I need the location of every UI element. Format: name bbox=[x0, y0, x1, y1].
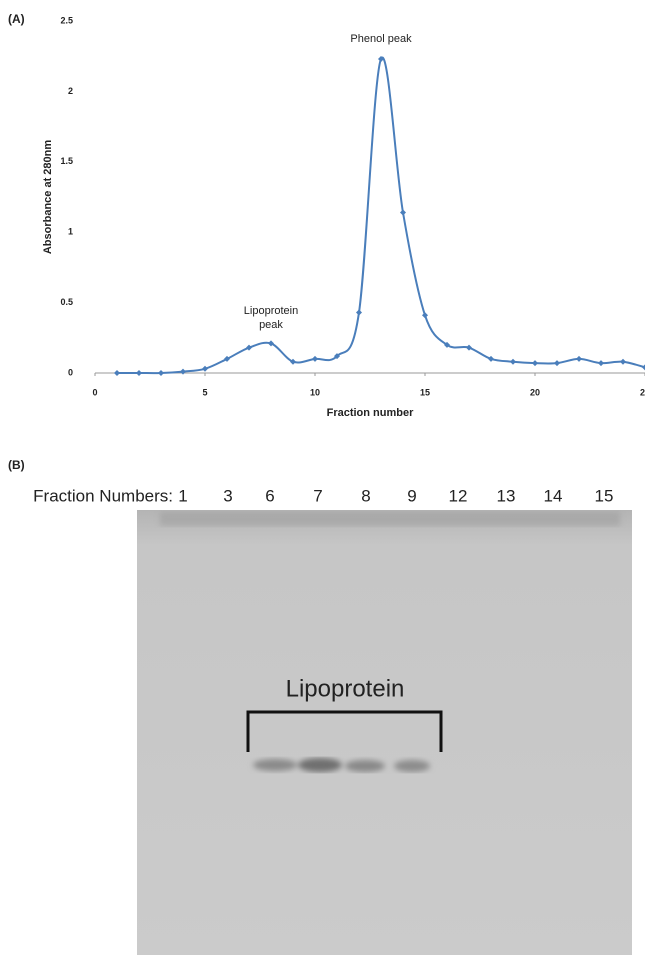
annotation: peak bbox=[259, 319, 283, 331]
marker bbox=[202, 366, 208, 372]
marker bbox=[312, 356, 318, 362]
marker bbox=[576, 356, 582, 362]
marker bbox=[400, 209, 406, 215]
marker bbox=[422, 312, 428, 318]
annotation: Phenol peak bbox=[350, 33, 412, 45]
marker bbox=[466, 345, 472, 351]
marker bbox=[598, 360, 604, 366]
marker bbox=[510, 359, 516, 365]
gel bbox=[137, 510, 632, 955]
x-tick-label: 10 bbox=[310, 387, 320, 397]
band-label: Lipoprotein bbox=[286, 675, 405, 702]
lane-heading: Fraction Numbers: bbox=[33, 486, 173, 505]
marker bbox=[180, 369, 186, 375]
lane-label: 9 bbox=[407, 486, 416, 505]
marker bbox=[554, 360, 560, 366]
y-tick-label: 0.5 bbox=[60, 297, 73, 307]
x-tick-label: 0 bbox=[92, 387, 97, 397]
lane-label: 1 bbox=[178, 486, 187, 505]
lane-label: 7 bbox=[313, 486, 322, 505]
marker bbox=[356, 309, 362, 315]
marker bbox=[488, 356, 494, 362]
y-tick-label: 0 bbox=[68, 367, 73, 377]
panel-a-title: (A) bbox=[8, 12, 25, 26]
marker bbox=[136, 370, 142, 376]
lane-label: 15 bbox=[595, 486, 614, 505]
x-tick-label: 5 bbox=[202, 387, 207, 397]
y-tick-label: 1.5 bbox=[60, 156, 73, 166]
x-tick-label: 25 bbox=[640, 387, 645, 397]
figure: (A) Absorbance at 280nm Fraction number … bbox=[0, 0, 645, 955]
gel-well bbox=[160, 512, 620, 526]
line bbox=[117, 58, 645, 374]
marker bbox=[532, 360, 538, 366]
y-tick-label: 2.5 bbox=[60, 15, 73, 25]
marker bbox=[114, 370, 120, 376]
annotation: Lipoprotein bbox=[244, 305, 298, 317]
lane-label: 3 bbox=[223, 486, 232, 505]
lane-label: 14 bbox=[544, 486, 563, 505]
marker bbox=[620, 359, 626, 365]
x-tick-label: 20 bbox=[530, 387, 540, 397]
x-tick-label: 15 bbox=[420, 387, 430, 397]
x-axis-label: Fraction number bbox=[327, 407, 415, 419]
marker bbox=[246, 345, 252, 351]
y-tick-label: 1 bbox=[68, 227, 73, 237]
y-tick-label: 2 bbox=[68, 86, 73, 96]
lane-label: 8 bbox=[361, 486, 370, 505]
y-axis-label: Absorbance at 280nm bbox=[42, 140, 54, 255]
lane-label: 12 bbox=[449, 486, 468, 505]
marker bbox=[158, 370, 164, 376]
panel-b-title: (B) bbox=[8, 458, 25, 472]
lane-label: 13 bbox=[497, 486, 516, 505]
lane-label: 6 bbox=[265, 486, 274, 505]
